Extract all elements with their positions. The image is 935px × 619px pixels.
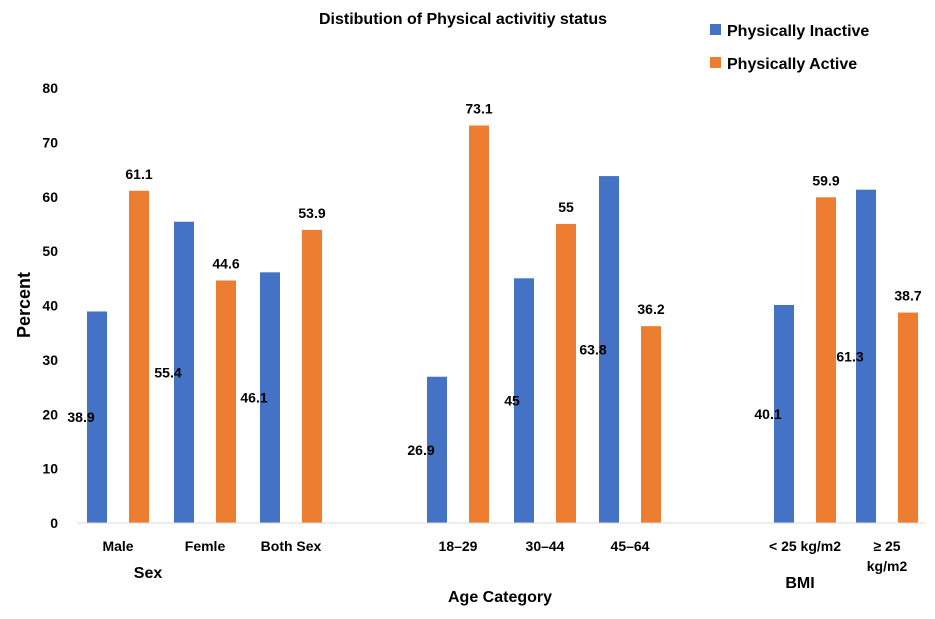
category-label: Femle bbox=[185, 538, 226, 554]
bar-inactive bbox=[427, 376, 447, 523]
bar-active bbox=[641, 326, 661, 523]
y-tick-label: 60 bbox=[42, 189, 58, 205]
data-label-inactive: 63.8 bbox=[579, 342, 606, 358]
group-label: Age Category bbox=[448, 589, 552, 606]
data-label-inactive: 40.1 bbox=[754, 406, 781, 422]
category-label: Both Sex bbox=[261, 538, 322, 554]
bars bbox=[87, 125, 918, 524]
y-tick-label: 70 bbox=[42, 134, 58, 150]
data-label-inactive: 55.4 bbox=[154, 364, 181, 380]
category-label: 18–29 bbox=[439, 538, 478, 554]
data-label-inactive: 61.3 bbox=[836, 348, 863, 364]
legend-swatch-active bbox=[710, 57, 721, 68]
data-label-inactive: 45 bbox=[504, 393, 520, 409]
data-label-active: 73.1 bbox=[465, 101, 492, 117]
bar-inactive bbox=[856, 189, 876, 523]
category-label: 45–64 bbox=[611, 538, 650, 554]
bar-active bbox=[556, 223, 576, 523]
data-label-active: 61.1 bbox=[125, 166, 152, 182]
bar-active bbox=[129, 190, 149, 524]
y-tick-label: 20 bbox=[42, 406, 58, 422]
legend: Physically Inactive Physically Active bbox=[710, 23, 869, 73]
group-label: Sex bbox=[134, 565, 163, 582]
data-labels: 38.9 61.1 55.4 44.6 46.1 53.9 26.9 73.1 45 55 63.8… bbox=[67, 101, 921, 458]
legend-label-inactive: Physically Inactive bbox=[727, 23, 869, 40]
data-label-inactive: 46.1 bbox=[240, 390, 267, 406]
data-label-inactive: 38.9 bbox=[67, 409, 94, 425]
group-label: BMI bbox=[785, 575, 814, 592]
data-label-active: 38.7 bbox=[894, 288, 921, 304]
bar-active bbox=[898, 312, 918, 523]
bar-active bbox=[302, 229, 322, 523]
data-label-active: 53.9 bbox=[298, 205, 325, 221]
category-label: ≥ 25 bbox=[873, 538, 900, 554]
category-label: Male bbox=[102, 538, 133, 554]
y-axis-label: Percent bbox=[14, 272, 34, 338]
y-tick-label: 30 bbox=[42, 352, 58, 368]
bar-inactive bbox=[174, 221, 194, 523]
bar-active bbox=[216, 280, 236, 523]
bar-active bbox=[816, 197, 836, 523]
category-label: < 25 kg/m2 bbox=[769, 538, 841, 554]
bar-inactive bbox=[599, 176, 619, 523]
category-label: 30–44 bbox=[526, 538, 565, 554]
legend-swatch-inactive bbox=[710, 24, 721, 35]
category-label: kg/m2 bbox=[867, 558, 908, 574]
y-tick-label: 50 bbox=[42, 243, 58, 259]
bar-active bbox=[469, 125, 489, 524]
group-labels: Sex Age Category BMI bbox=[134, 565, 815, 606]
data-label-active: 44.6 bbox=[212, 255, 239, 271]
bar-inactive bbox=[514, 278, 534, 523]
y-tick-label: 0 bbox=[50, 515, 58, 531]
data-label-active: 55 bbox=[558, 199, 574, 215]
legend-label-active: Physically Active bbox=[727, 56, 857, 73]
y-tick-label: 40 bbox=[42, 298, 58, 314]
y-axis-ticks: 0 10 20 30 40 50 60 70 80 bbox=[42, 80, 58, 531]
bar-inactive bbox=[260, 272, 280, 523]
data-label-active: 36.2 bbox=[637, 301, 664, 317]
chart-title: Distibution of Physical activitiy status bbox=[319, 11, 607, 28]
data-label-inactive: 26.9 bbox=[407, 442, 434, 458]
data-label-active: 59.9 bbox=[812, 172, 839, 188]
bar-inactive bbox=[774, 304, 794, 523]
bar-inactive bbox=[87, 311, 107, 523]
category-labels: Male Femle Both Sex 18–29 30–44 45–64 < 25 kg/… bbox=[102, 538, 907, 574]
y-tick-label: 10 bbox=[42, 461, 58, 477]
y-tick-label: 80 bbox=[42, 80, 58, 96]
